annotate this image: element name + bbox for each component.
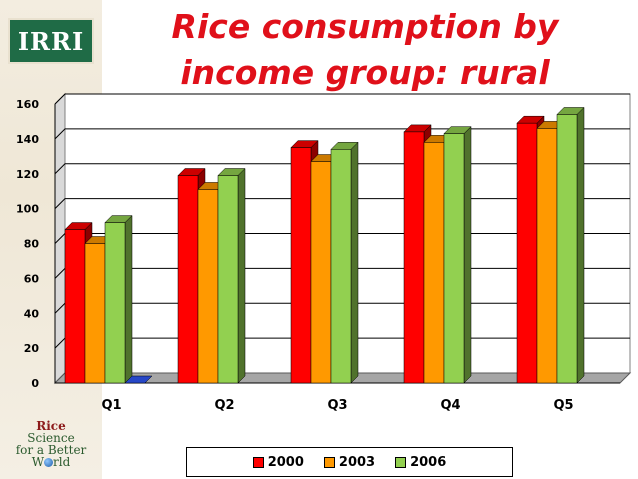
- legend-label-2006: 2006: [410, 454, 447, 470]
- bar-2003-Q2: [197, 189, 219, 384]
- x-tick-label-Q5: Q5: [553, 398, 573, 413]
- tagline-line-3: for a Better: [15, 443, 87, 457]
- x-tick-label-Q3: Q3: [327, 398, 347, 413]
- bar-2000-Q1: [64, 229, 86, 384]
- bar-2006-Q4: [443, 133, 465, 384]
- bar-side-2006-Q1: [124, 214, 133, 384]
- bar-2006-Q3: [330, 149, 352, 384]
- tagline-line-2: Science: [27, 431, 75, 445]
- gridline: [54, 128, 630, 140]
- bar-2006-Q1: [104, 222, 126, 384]
- legend-swatch-2006: [395, 456, 407, 468]
- chart-legend: 2000 2003 2006: [186, 447, 513, 477]
- tagline-line-1: Rice: [36, 419, 66, 433]
- globe-icon: [44, 458, 54, 467]
- bar-2003-Q3: [310, 161, 332, 384]
- bar-2006-Q2: [217, 175, 239, 384]
- bar-2000-Q3: [290, 147, 312, 384]
- legend-item-2003: 2003: [323, 454, 376, 470]
- x-tick-label-Q4: Q4: [440, 398, 460, 413]
- bar-chart: 0 20 40 60 80 100 120 140 160 Q1 Q2 Q3 Q4 Q5: [16, 92, 632, 413]
- tagline-rld: rld: [53, 455, 71, 469]
- bar-2003-Q5: [536, 128, 558, 384]
- bar-side-2006-Q3: [350, 141, 359, 384]
- legend-item-2000: 2000: [252, 454, 304, 470]
- legend-swatch-2003: [323, 456, 335, 468]
- y-tick-label: 60: [24, 272, 40, 285]
- legend-swatch-2000: [252, 456, 264, 468]
- bar-2003-Q4: [423, 142, 445, 384]
- bar-2006-Q5: [556, 114, 578, 384]
- tagline-w: W: [31, 455, 45, 469]
- bar-side-2006-Q5: [576, 106, 585, 384]
- gridline: [54, 93, 630, 105]
- y-tick-label: 120: [16, 168, 39, 181]
- y-tick-label: 140: [16, 133, 39, 146]
- irri-logo: IRRI: [8, 18, 94, 64]
- y-tick-label: 20: [24, 342, 40, 355]
- logo-text: IRRI: [17, 26, 85, 56]
- y-tick-label: 80: [24, 238, 40, 251]
- bar-2000-Q4: [403, 131, 425, 384]
- x-tick-label-Q1: Q1: [101, 398, 121, 413]
- legend-item-2006: 2006: [395, 455, 446, 470]
- x-tick-label-Q2: Q2: [214, 398, 234, 413]
- bar-side-2006-Q4: [463, 126, 472, 384]
- bar-2000-Q5: [516, 122, 538, 384]
- y-tick-label: 0: [31, 377, 39, 390]
- legend-label-2000: 2000: [267, 454, 304, 470]
- legend-label-2003: 2003: [338, 454, 376, 470]
- y-tick-label: 100: [16, 203, 39, 216]
- bar-side-2006-Q2: [237, 167, 246, 384]
- y-tick-label: 40: [24, 307, 40, 320]
- bar-zero-marker: [124, 375, 153, 384]
- y-tick-label: 160: [16, 98, 39, 111]
- bar-2003-Q1: [84, 243, 106, 384]
- bar-2000-Q2: [177, 175, 199, 384]
